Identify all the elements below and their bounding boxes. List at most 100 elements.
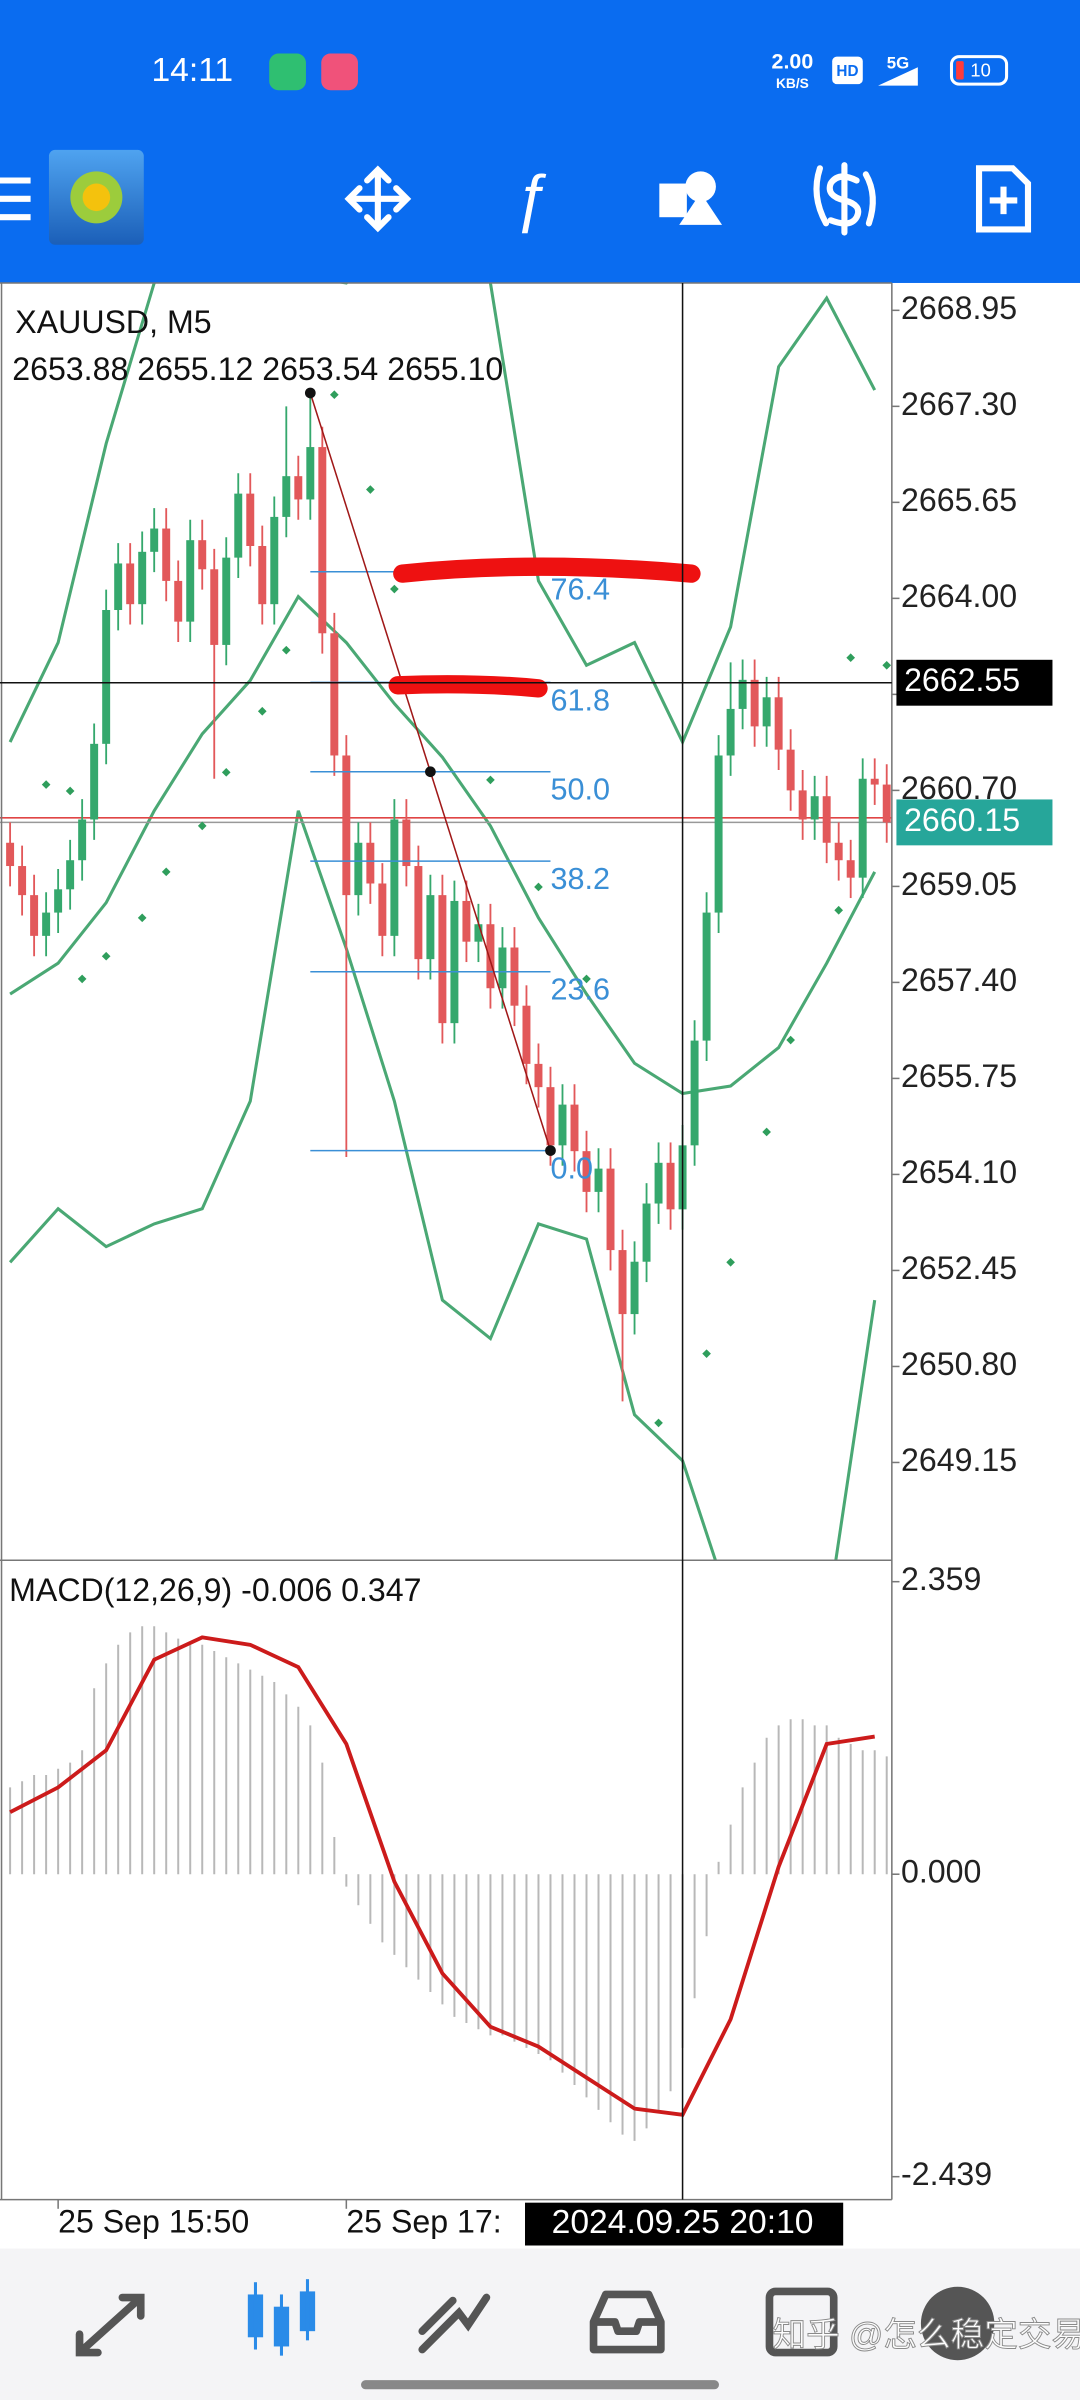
sar-dot <box>390 584 399 594</box>
net-speed: 2.00 <box>772 49 814 73</box>
bid-price-box <box>896 799 1053 846</box>
news-tab[interactable] <box>765 2287 838 2357</box>
y-tick-label: 2654.10 <box>901 1154 1017 1190</box>
battery-text: 10 <box>970 60 990 81</box>
sar-dot <box>846 653 856 663</box>
trade-tab[interactable] <box>418 2293 491 2354</box>
sar-dot <box>582 974 591 984</box>
candle-body <box>870 778 879 785</box>
macd-title: MACD(12,26,9) -0.006 0.347 <box>9 1572 421 1608</box>
candle-body <box>774 697 783 750</box>
y-tick-label: 2655.75 <box>901 1058 1017 1094</box>
fib-label: 38.2 <box>550 862 610 896</box>
candle-body <box>342 755 351 896</box>
candle-body <box>258 545 267 605</box>
candle-body <box>882 784 891 823</box>
candle-body <box>54 889 63 913</box>
watermark: 知乎 @怎么稳定交易 <box>773 2316 1080 2354</box>
candle-body <box>582 1151 591 1192</box>
candle-body <box>654 1162 663 1204</box>
y-tick-label: 2668.95 <box>901 290 1017 326</box>
bollinger-lower <box>8 810 877 1561</box>
history-tab[interactable] <box>589 2290 665 2354</box>
logo-core <box>82 183 111 212</box>
menu-button[interactable] <box>0 177 31 221</box>
objects-tool[interactable] <box>659 171 723 225</box>
net-speed-unit: KB/S <box>776 76 809 91</box>
candle-body <box>102 610 111 744</box>
candle-body <box>858 778 867 878</box>
candle-body <box>294 476 303 500</box>
chart-tab[interactable] <box>247 2279 316 2356</box>
hd-badge <box>832 56 863 85</box>
y-tick-label: 2664.00 <box>901 578 1017 614</box>
hand-mark <box>388 675 548 698</box>
candle-body <box>390 819 399 936</box>
y-tick-label: 2.359 <box>901 1561 981 1597</box>
y-tick-label: 0.000 <box>901 1854 981 1890</box>
candle-body <box>810 796 819 820</box>
candle-body <box>66 860 75 890</box>
candle-body <box>246 493 255 546</box>
candle-body <box>378 883 387 936</box>
y-tick-label: 2667.30 <box>901 386 1017 422</box>
candle-body <box>6 842 15 867</box>
quotes-tab[interactable] <box>75 2293 145 2357</box>
candle-body <box>306 447 315 500</box>
y-tick-label: 2650.80 <box>901 1346 1017 1382</box>
new-order-tool[interactable] <box>975 165 1032 233</box>
candle-body <box>846 860 855 878</box>
candle-body <box>618 1250 627 1315</box>
fib-label: 50.0 <box>550 773 610 807</box>
hd-text: HD <box>836 63 858 80</box>
battery-level <box>956 61 964 80</box>
indicators-tool[interactable]: ƒ <box>513 161 549 234</box>
sar-dot <box>329 390 339 400</box>
sar-dot <box>486 775 495 785</box>
crosshair-tool[interactable] <box>344 165 412 233</box>
candle-body <box>546 1087 555 1146</box>
candle-body <box>30 895 39 936</box>
candle-body <box>414 866 423 960</box>
status-time: 14:11 <box>151 52 233 89</box>
sar-dot <box>654 1418 663 1428</box>
candle-body <box>510 947 519 1006</box>
fib-anchor <box>304 387 316 399</box>
notification-icon <box>269 53 306 91</box>
candle-body <box>210 569 219 645</box>
candle-body <box>786 749 795 791</box>
candle-body <box>162 528 171 581</box>
candle-body <box>834 842 843 861</box>
candle-body <box>426 895 435 960</box>
candle-body <box>762 697 771 727</box>
fib-anchor <box>425 766 436 778</box>
candle-body <box>270 516 279 605</box>
candle-body <box>438 895 447 1024</box>
symbol-title: XAUUSD, M5 <box>15 304 211 340</box>
y-tick-label: 2649.15 <box>901 1442 1017 1478</box>
candle-body <box>318 447 327 634</box>
candle-body <box>78 819 87 861</box>
candle-body <box>822 796 831 843</box>
candle-body <box>402 819 411 867</box>
candle-body <box>558 1104 567 1146</box>
sar-dot <box>221 768 231 777</box>
crosshair-price-label: 2662.55 <box>904 662 1020 698</box>
x-tick-label: 25 Sep 17: <box>346 2204 501 2240</box>
x-tick-label: 25 Sep 15:50 <box>58 2204 249 2240</box>
candle-body <box>234 493 243 558</box>
candle-body <box>702 912 711 1041</box>
settings-tab[interactable] <box>920 2286 995 2361</box>
sar-dot <box>137 913 147 923</box>
y-tick-label: 2657.40 <box>901 962 1017 998</box>
app-header <box>0 0 1080 283</box>
bottom-nav <box>0 2248 1080 2400</box>
candle-body <box>726 708 735 756</box>
candle-body <box>462 900 471 942</box>
fib-label: 61.8 <box>550 683 610 717</box>
trade-tool[interactable] <box>813 162 876 236</box>
candle-body <box>126 563 135 605</box>
